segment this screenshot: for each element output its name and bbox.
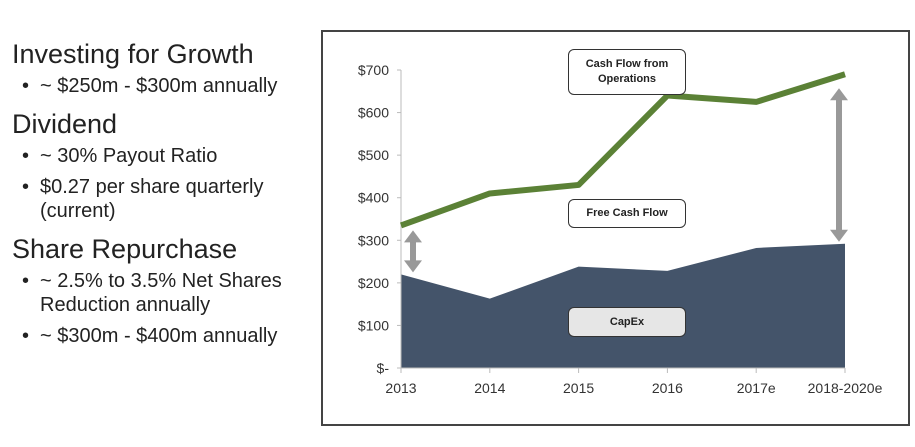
section-title: Investing for Growth xyxy=(12,39,254,69)
section-repurchase: Share Repurchase ~ 2.5% to 3.5% Net Shar… xyxy=(12,233,322,348)
y-tick-label: $400 xyxy=(358,190,389,206)
bullet: $0.27 per share quarterly (current) xyxy=(12,175,322,223)
arrow-head-down-icon xyxy=(404,260,422,273)
y-tick-label: $300 xyxy=(358,232,389,248)
x-tick-label: 2018-2020e xyxy=(808,380,883,396)
cfo-line xyxy=(399,71,846,229)
x-tick-label: 2016 xyxy=(652,380,683,396)
fcf-label: Free Cash Flow xyxy=(568,199,686,228)
capex-area xyxy=(401,243,845,368)
arrow-head-up-icon xyxy=(404,230,422,243)
section-investing: Investing for Growth ~ $250m - $300m ann… xyxy=(12,38,322,98)
y-tick-label: $200 xyxy=(358,275,389,291)
y-tick-label: $600 xyxy=(358,105,389,121)
x-tick-label: 2013 xyxy=(385,380,416,396)
bullet: ~ $300m - $400m annually xyxy=(12,324,322,348)
bullet: ~ $250m - $300m annually xyxy=(12,74,322,98)
x-tick-label: 2014 xyxy=(474,380,505,396)
section-dividend: Dividend ~ 30% Payout Ratio $0.27 per sh… xyxy=(12,108,322,223)
section-title: Share Repurchase xyxy=(12,234,238,264)
bullet: ~ 2.5% to 3.5% Net Shares Reduction annu… xyxy=(12,269,322,317)
arrow-head-down-icon xyxy=(830,229,848,242)
section-title: Dividend xyxy=(12,109,118,139)
x-tick-label: 2017e xyxy=(737,380,776,396)
y-tick-label: $100 xyxy=(358,317,389,333)
strategy-list: Investing for Growth ~ $250m - $300m ann… xyxy=(12,38,322,358)
arrow-head-up-icon xyxy=(830,88,848,101)
x-tick-label: 2015 xyxy=(563,380,594,396)
bullet: ~ 30% Payout Ratio xyxy=(12,144,322,168)
y-tick-label: $500 xyxy=(358,147,389,163)
chart-frame xyxy=(321,30,910,426)
cfo-label: Cash Flow from Operations xyxy=(568,49,686,95)
y-tick-label: $700 xyxy=(358,62,389,78)
capex-label: CapEx xyxy=(568,307,686,337)
y-tick-label: $- xyxy=(377,360,390,376)
